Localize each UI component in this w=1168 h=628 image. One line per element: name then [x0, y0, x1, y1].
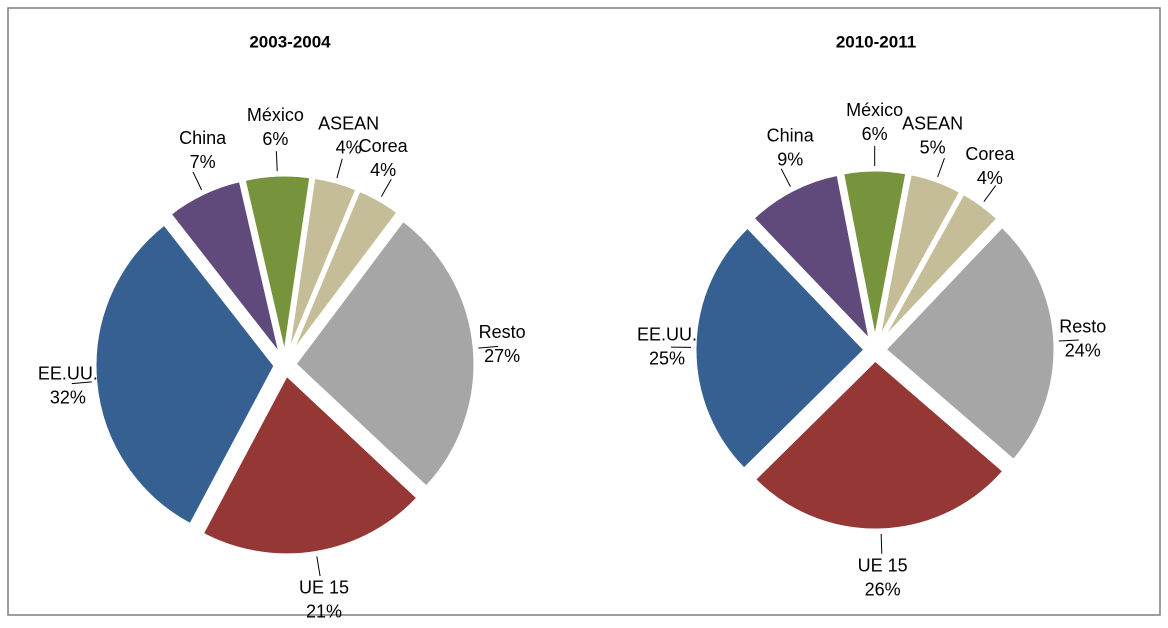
slice-label: México: [247, 105, 304, 125]
slice-label: China: [179, 128, 227, 148]
slice-value-label: 7%: [190, 152, 216, 172]
slice-value-label: 4%: [977, 168, 1003, 188]
slice-label: ASEAN: [318, 113, 379, 133]
slice-label: ASEAN: [902, 113, 963, 133]
slice-value-label: 24%: [1065, 341, 1101, 361]
slice-value-label: 6%: [862, 124, 888, 144]
slice-label: China: [767, 125, 815, 145]
slice-value-label: 6%: [262, 129, 288, 149]
slice-label: EE.UU.: [637, 324, 697, 344]
slice-label: Resto: [479, 322, 526, 342]
slice-value-label: 21%: [306, 602, 342, 622]
slice-label: Corea: [965, 144, 1015, 164]
leader-line: [881, 534, 882, 554]
slice-value-label: 27%: [484, 346, 520, 366]
slice-label: EE.UU.: [38, 363, 98, 383]
chart-title: 2003-2004: [249, 32, 331, 51]
slice-value-label: 9%: [777, 149, 803, 169]
slice-value-label: 5%: [920, 137, 946, 157]
chart-title: 2010-2011: [836, 32, 916, 51]
slice-value-label: 25%: [649, 348, 685, 368]
slice-label: UE 15: [299, 578, 349, 598]
slice-value-label: 26%: [865, 580, 901, 600]
slice-label: UE 15: [858, 556, 908, 576]
slice-value-label: 4%: [370, 160, 396, 180]
slice-label: México: [846, 100, 903, 120]
slice-label: Corea: [359, 136, 409, 156]
slice-value-label: 32%: [50, 387, 86, 407]
slice-label: Resto: [1059, 317, 1106, 337]
